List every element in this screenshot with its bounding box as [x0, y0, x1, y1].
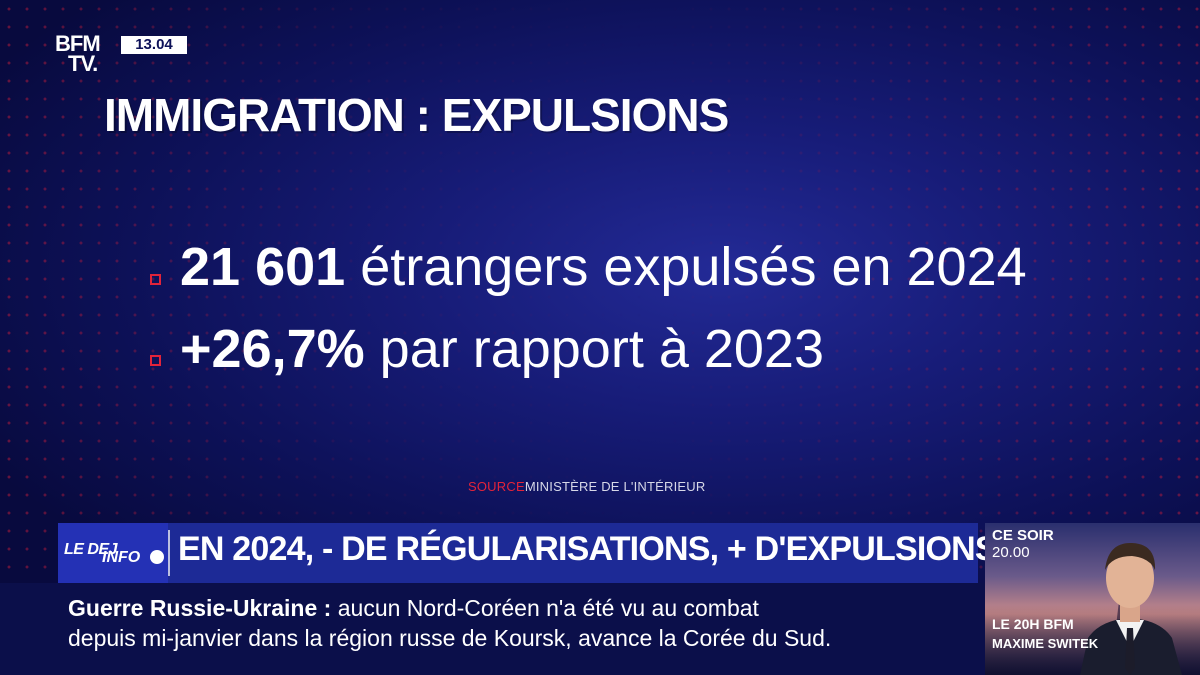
badge-dot-icon [150, 550, 164, 564]
show-badge: LE DEJ INFO [58, 523, 168, 583]
promo-time: 20.00 [992, 544, 1030, 561]
ticker-line-1: Guerre Russie-Ukraine : aucun Nord-Corée… [68, 595, 759, 622]
bullet-square-icon [150, 355, 161, 366]
stat1-value: 21 601 [180, 237, 346, 297]
ticker-separator: : [317, 595, 338, 621]
headline-band [58, 523, 978, 583]
promo-presenter: MAXIME SWITEK [992, 636, 1099, 651]
bullet-square-icon [150, 274, 161, 285]
stat2-text: par rapport à 2023 [379, 319, 824, 379]
headline: EN 2024, - DE RÉGULARISATIONS, + D'EXPUL… [178, 530, 998, 568]
ticker-line1-text: aucun Nord-Coréen n'a été vu au combat [337, 595, 759, 621]
presenter-photo [1080, 542, 1182, 675]
source-credit: SOURCEMINISTÈRE DE L'INTÉRIEUR [468, 479, 705, 494]
news-ticker [0, 583, 985, 675]
logo-line1: BFM [55, 31, 101, 56]
stat2-value: +26,7% [180, 319, 365, 379]
show-badge-line1: LE DEJ [64, 541, 118, 558]
logo-line2: TV. [68, 51, 98, 76]
channel-logo: BFM TV. [55, 31, 101, 76]
ticker-line-2: depuis mi-janvier dans la région russe d… [68, 625, 832, 651]
promo-show: LE 20H BFM [992, 616, 1074, 632]
stat-line-2: +26,7% par rapport à 2023 [180, 318, 824, 380]
stat1-text: étrangers expulsés en 2024 [360, 237, 1027, 297]
source-text: MINISTÈRE DE L'INTÉRIEUR [524, 479, 706, 494]
promo-label: CE SOIR [992, 527, 1054, 544]
source-label: SOURCE [468, 479, 525, 494]
band-divider [168, 530, 170, 576]
graphic-title: IMMIGRATION : EXPULSIONS [104, 89, 729, 141]
stat-line-1: 21 601 étrangers expulsés en 2024 [180, 236, 1027, 298]
clock: 13.04 [121, 36, 187, 54]
ticker-topic: Guerre Russie-Ukraine [68, 595, 318, 621]
show-badge-line2: INFO [102, 549, 141, 566]
